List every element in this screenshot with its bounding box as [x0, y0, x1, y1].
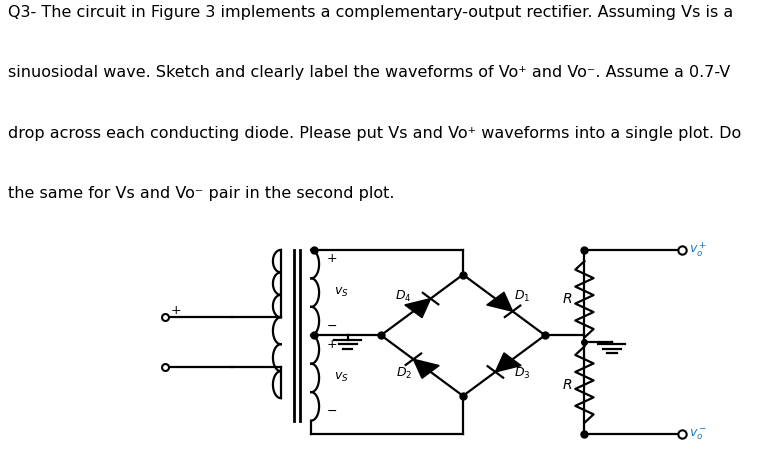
Polygon shape	[414, 359, 439, 378]
Text: +: +	[326, 338, 337, 351]
Text: $D_3$: $D_3$	[514, 366, 531, 381]
Text: $D_4$: $D_4$	[395, 289, 412, 304]
Polygon shape	[496, 353, 521, 372]
Text: $v_o^-$: $v_o^-$	[689, 426, 707, 442]
Text: +: +	[170, 304, 181, 317]
Text: $v_S$: $v_S$	[334, 286, 349, 299]
Text: $v_S$: $v_S$	[334, 371, 349, 384]
Text: the same for Vs and Vo⁻ pair in the second plot.: the same for Vs and Vo⁻ pair in the seco…	[8, 186, 394, 201]
Text: sinuosiodal wave. Sketch and clearly label the waveforms of Vo⁺ and Vo⁻. Assume : sinuosiodal wave. Sketch and clearly lab…	[8, 65, 730, 80]
Text: $D_1$: $D_1$	[514, 289, 531, 304]
Polygon shape	[487, 292, 512, 311]
Polygon shape	[405, 299, 430, 318]
Text: R: R	[562, 292, 572, 306]
Text: $D_2$: $D_2$	[395, 366, 412, 381]
Text: +: +	[326, 252, 337, 265]
Text: drop across each conducting diode. Please put Vs and Vo⁺ waveforms into a single: drop across each conducting diode. Pleas…	[8, 126, 741, 141]
Text: R: R	[562, 378, 572, 392]
Text: $v_o^+$: $v_o^+$	[689, 240, 707, 259]
Text: −: −	[326, 320, 337, 332]
Text: Q3- The circuit in Figure 3 implements a complementary-output rectifier. Assumin: Q3- The circuit in Figure 3 implements a…	[8, 5, 733, 20]
Text: −: −	[326, 405, 337, 418]
